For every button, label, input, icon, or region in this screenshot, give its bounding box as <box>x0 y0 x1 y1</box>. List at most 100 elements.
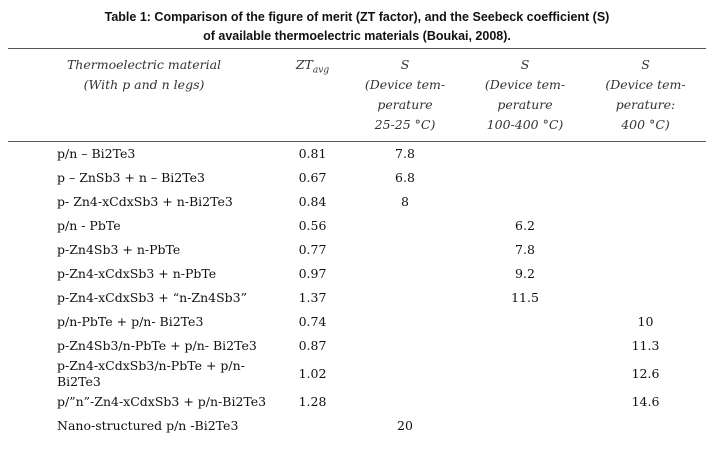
header-line: 100-400 °C) <box>486 117 564 132</box>
header-line: S <box>400 57 410 72</box>
value-cell: 9.2 <box>515 266 535 281</box>
value-cell: 0.74 <box>298 314 327 329</box>
value-cell <box>465 142 585 167</box>
material-cell: p/”n”-Zn4-xCdxSb3 + p/n-Bi2Te3 <box>57 394 267 409</box>
caption-line: Table 1: Comparison of the figure of mer… <box>104 10 610 24</box>
table-row: p/n – Bi2Te3 0.81 7.8 <box>8 142 706 167</box>
value-cell: 7.8 <box>515 242 535 257</box>
header-line: 400 °C) <box>621 117 670 132</box>
table-row: p- Zn4-xCdxSb3 + n-Bi2Te3 0.84 8 <box>8 190 706 214</box>
value-cell: 8 <box>401 194 409 209</box>
table-row: p-Zn4-xCdxSb3 + n-PbTe 0.97 9.2 <box>8 262 706 286</box>
header-line: perature: <box>615 97 676 112</box>
material-cell: p- Zn4-xCdxSb3 + n-Bi2Te3 <box>57 194 233 209</box>
header-line: Thermoelectric material <box>66 57 222 72</box>
value-cell: 1.28 <box>298 394 327 409</box>
material-cell: p/n – Bi2Te3 <box>57 146 136 161</box>
value-cell: 1.37 <box>298 290 327 305</box>
material-cell: p-Zn4-xCdxSb3/n-PbTe + p/n- Bi2Te3 <box>57 358 245 389</box>
value-cell <box>465 310 585 334</box>
value-cell <box>345 286 465 310</box>
header-line: S <box>641 57 650 72</box>
value-cell <box>465 414 585 438</box>
value-cell: 11.5 <box>511 290 539 305</box>
value-cell: 12.6 <box>631 366 660 381</box>
value-cell: 0.87 <box>298 338 327 353</box>
value-cell <box>345 262 465 286</box>
value-cell <box>345 358 465 390</box>
material-cell: p/n - PbTe <box>57 218 121 233</box>
value-cell: 0.77 <box>298 242 327 257</box>
table-header: Thermoelectric material (With p and n leg… <box>8 48 706 142</box>
header-row: Thermoelectric material (With p and n leg… <box>8 48 706 142</box>
value-cell: 1.02 <box>298 366 327 381</box>
header-cell: S (Device tem-perature 25-25 °C) <box>345 49 465 142</box>
table-row: p-Zn4Sb3/n-PbTe + p/n- Bi2Te3 0.87 11.3 <box>8 334 706 358</box>
table-row: p-Zn4-xCdxSb3 + “n-Zn4Sb3” 1.37 11.5 <box>8 286 706 310</box>
header-cell: Thermoelectric material (With p and n leg… <box>8 49 280 142</box>
value-cell: 14.6 <box>631 394 660 409</box>
table-row: p/n-PbTe + p/n- Bi2Te3 0.74 10 <box>8 310 706 334</box>
value-cell <box>465 358 585 390</box>
value-cell <box>585 142 706 167</box>
material-cell: p/n-PbTe + p/n- Bi2Te3 <box>57 314 204 329</box>
table-row: p/”n”-Zn4-xCdxSb3 + p/n-Bi2Te3 1.28 14.6 <box>8 390 706 414</box>
value-cell <box>585 214 706 238</box>
header-subscript: avg <box>312 65 330 76</box>
table-row: p/n - PbTe 0.56 6.2 <box>8 214 706 238</box>
value-cell: 20 <box>397 418 413 433</box>
header-line: perature <box>497 97 553 112</box>
material-cell: Nano-structured p/n -Bi2Te3 <box>57 418 239 433</box>
header-line: (Device tem- <box>605 77 686 92</box>
value-cell <box>345 390 465 414</box>
table-body: p/n – Bi2Te3 0.81 7.8 p – ZnSb3 + n – Bi2Te… <box>8 142 706 439</box>
value-cell: 6.2 <box>515 218 535 233</box>
table-row: p-Zn4Sb3 + n-PbTe 0.77 7.8 <box>8 238 706 262</box>
table-row: p – ZnSb3 + n – Bi2Te3 0.67 6.8 <box>8 166 706 190</box>
header-line: (Device tem- <box>364 77 446 92</box>
header-line: 25-25 °C) <box>374 117 436 132</box>
value-cell <box>585 238 706 262</box>
caption-line: of available thermoelectric materials (B… <box>203 29 511 43</box>
value-cell: 0.67 <box>298 170 327 185</box>
material-cell: p-Zn4-xCdxSb3 + “n-Zn4Sb3” <box>57 290 248 305</box>
material-cell: p – ZnSb3 + n – Bi2Te3 <box>57 170 205 185</box>
table-row: p-Zn4-xCdxSb3/n-PbTe + p/n- Bi2Te3 1.02 12… <box>8 358 706 390</box>
value-cell: 10 <box>637 314 654 329</box>
header-line: perature <box>377 97 433 112</box>
value-cell: 0.84 <box>298 194 327 209</box>
value-cell <box>345 334 465 358</box>
header-line: (Device tem- <box>484 77 566 92</box>
value-cell <box>345 310 465 334</box>
value-cell <box>345 214 465 238</box>
header-line: (With p and n legs) <box>83 77 205 92</box>
header-cell: ZTavg <box>280 49 345 142</box>
value-cell <box>585 286 706 310</box>
value-cell: 0.97 <box>298 266 327 281</box>
header-line: S <box>520 57 530 72</box>
table-row: Nano-structured p/n -Bi2Te3 20 <box>8 414 706 438</box>
value-cell: 6.8 <box>395 170 415 185</box>
caption: Table 1: Comparison of the figure of mer… <box>0 0 714 48</box>
value-cell <box>465 334 585 358</box>
value-cell <box>280 414 345 438</box>
material-cell: p-Zn4-xCdxSb3 + n-PbTe <box>57 266 217 281</box>
material-cell: p-Zn4Sb3 + n-PbTe <box>57 242 181 257</box>
value-cell <box>345 238 465 262</box>
header-cell: S (Device tem-perature 100-400 °C) <box>465 49 585 142</box>
header-line: ZTavg <box>295 57 330 76</box>
value-cell: 7.8 <box>395 146 415 161</box>
value-cell <box>465 166 585 190</box>
value-cell <box>585 262 706 286</box>
value-cell: 0.56 <box>298 218 327 233</box>
value-cell <box>585 190 706 214</box>
value-cell <box>585 166 706 190</box>
value-cell <box>465 390 585 414</box>
value-cell <box>465 190 585 214</box>
value-cell: 0.81 <box>298 146 327 161</box>
header-cell: S (Device tem-perature: 400 °C) <box>585 49 706 142</box>
value-cell: 11.3 <box>631 338 660 353</box>
value-cell <box>585 414 706 438</box>
material-cell: p-Zn4Sb3/n-PbTe + p/n- Bi2Te3 <box>57 338 257 353</box>
